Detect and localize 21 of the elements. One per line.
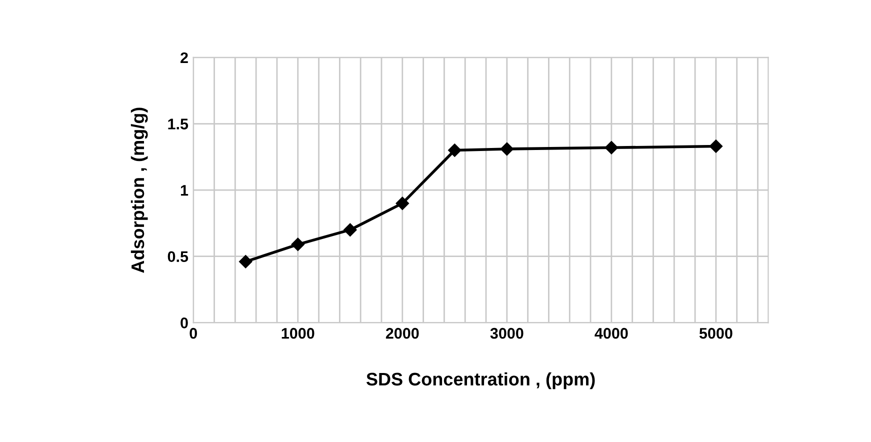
y-tick-label: 0.5 — [168, 251, 188, 262]
y-axis-title: Adsorption , (mg/g) — [130, 108, 148, 273]
x-tick-label: 1000 — [282, 328, 314, 339]
point — [448, 144, 462, 157]
x-tick-label: 3000 — [490, 328, 524, 339]
point — [396, 196, 409, 210]
x-tick-label: 5000 — [699, 328, 732, 339]
y-tick-label: 1.5 — [168, 118, 188, 130]
y-tick-label: 0 — [180, 318, 188, 328]
x-tick-label: 0 — [190, 328, 197, 339]
point — [239, 255, 252, 268]
x-axis-title: SDS Concentration , (ppm) — [366, 372, 595, 390]
x-tick-label: 2000 — [386, 328, 419, 339]
x-tick-label: 4000 — [594, 328, 628, 339]
point — [344, 223, 357, 236]
point — [500, 142, 514, 156]
point — [291, 238, 304, 252]
point — [604, 141, 618, 154]
y-tick-label: 2 — [180, 52, 188, 63]
point — [709, 140, 723, 153]
y-tick-label: 1 — [180, 185, 188, 196]
